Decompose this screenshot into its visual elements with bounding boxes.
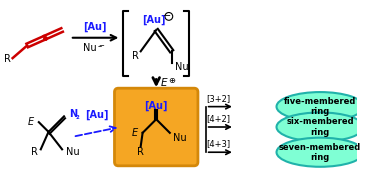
- Ellipse shape: [276, 138, 364, 167]
- Text: [Au]: [Au]: [85, 110, 108, 121]
- Ellipse shape: [276, 112, 364, 142]
- Text: N: N: [69, 109, 77, 119]
- Text: [Au]: [Au]: [142, 15, 166, 25]
- Text: [3+2]: [3+2]: [207, 94, 231, 103]
- Text: −: −: [163, 11, 171, 21]
- Ellipse shape: [276, 92, 364, 121]
- Text: R: R: [4, 54, 11, 64]
- Text: [4+3]: [4+3]: [207, 139, 231, 148]
- FancyBboxPatch shape: [114, 88, 198, 166]
- Text: E: E: [161, 78, 167, 88]
- Text: [Au]: [Au]: [83, 22, 107, 32]
- Text: seven-membered
ring: seven-membered ring: [279, 143, 361, 162]
- Text: Nu: Nu: [66, 147, 79, 157]
- Text: R: R: [32, 147, 38, 157]
- Text: E: E: [132, 128, 138, 138]
- Text: −: −: [98, 43, 104, 49]
- Text: R: R: [137, 147, 144, 157]
- Text: Nu: Nu: [84, 43, 97, 53]
- Text: [4+2]: [4+2]: [207, 114, 231, 123]
- Text: Nu: Nu: [173, 133, 186, 143]
- Text: E: E: [28, 117, 34, 127]
- Text: R: R: [132, 51, 139, 61]
- Text: five-membered
ring: five-membered ring: [284, 97, 356, 116]
- Text: ₂: ₂: [76, 112, 79, 121]
- Text: Nu: Nu: [175, 62, 188, 72]
- Text: six-membered
ring: six-membered ring: [286, 117, 354, 137]
- Text: ⊕: ⊕: [168, 76, 175, 85]
- Text: [Au]: [Au]: [145, 101, 168, 111]
- Text: –: –: [98, 42, 102, 51]
